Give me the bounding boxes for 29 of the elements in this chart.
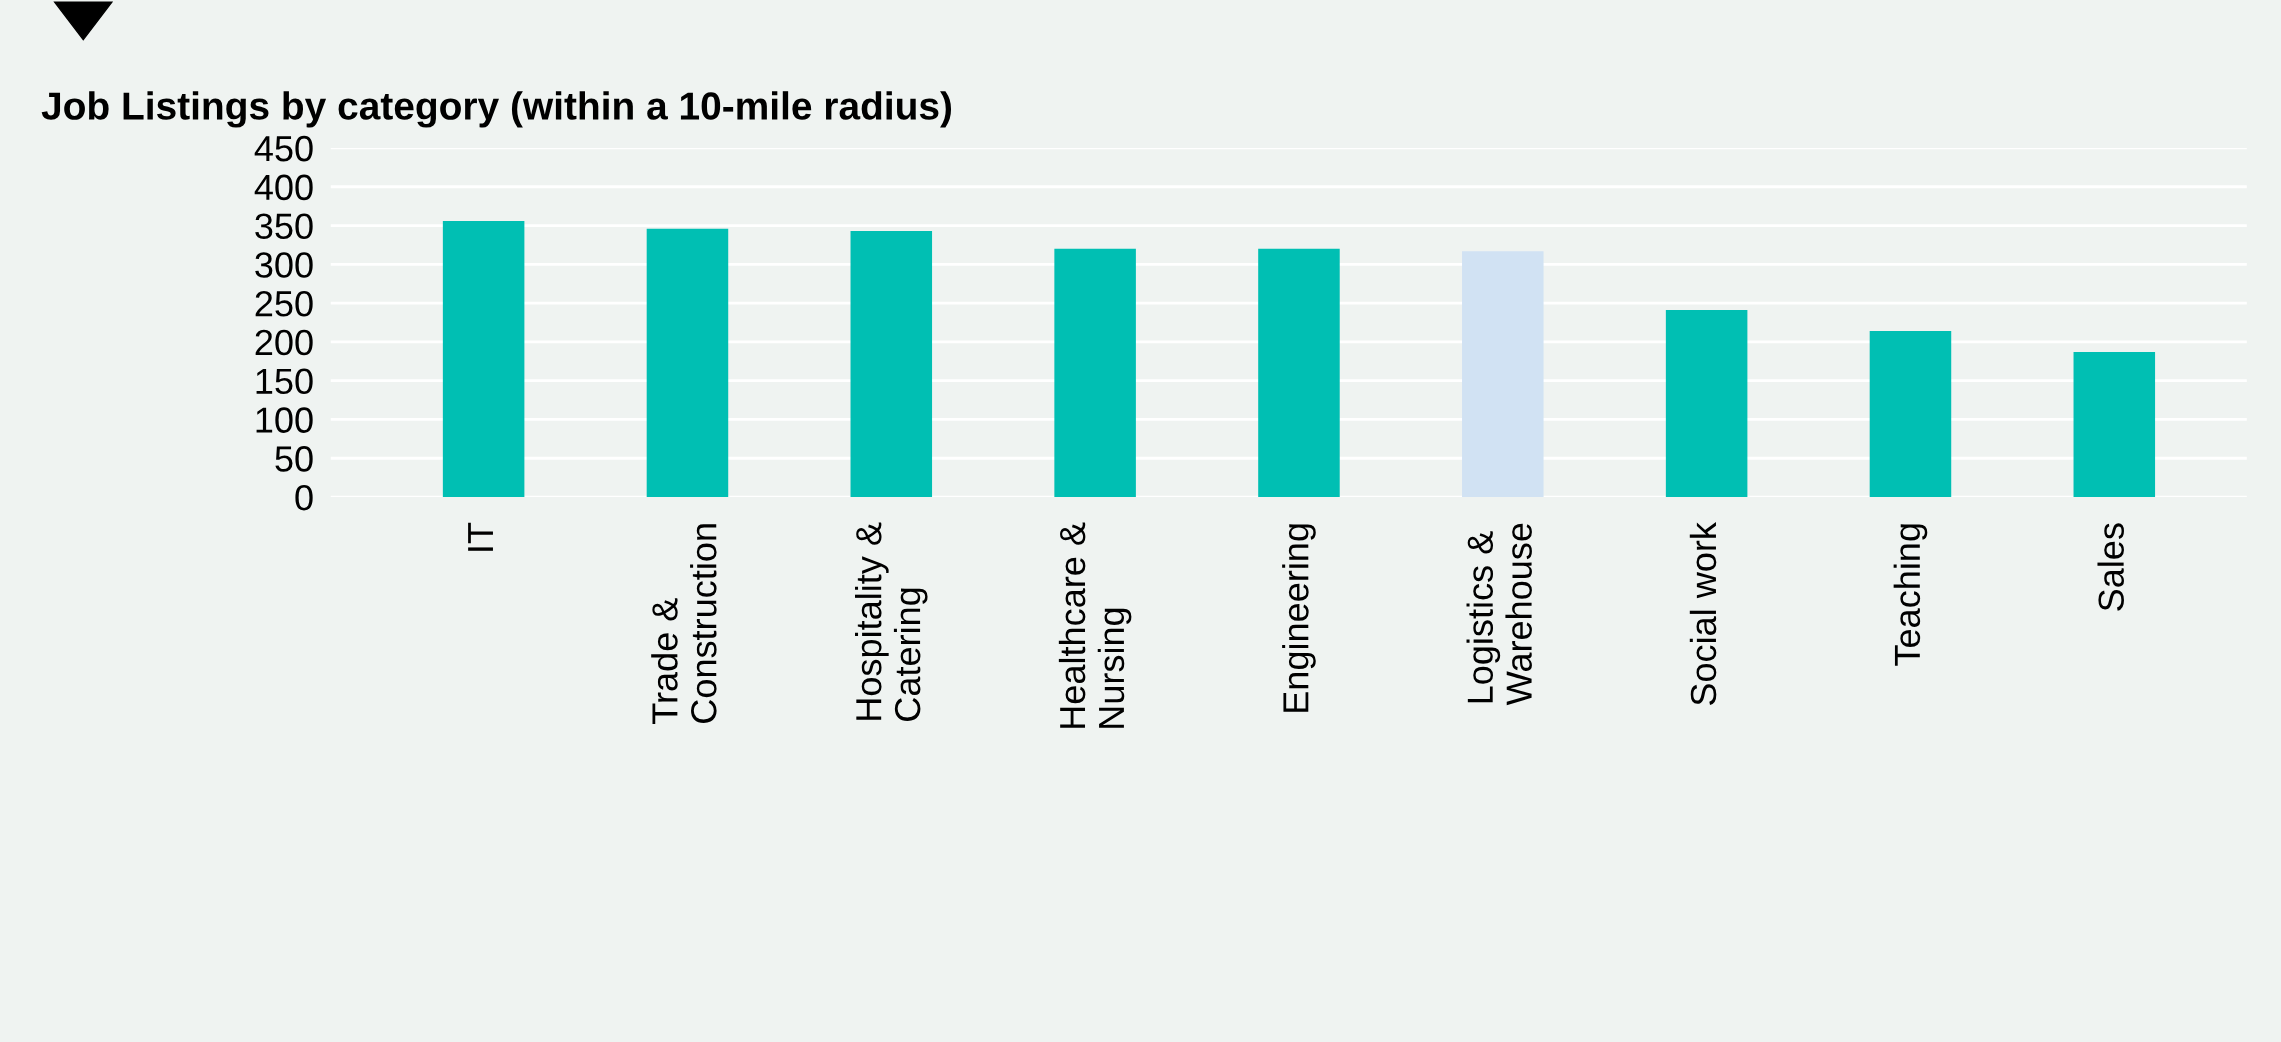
y-tick-label: 100 [256, 407, 313, 433]
bar [850, 230, 933, 498]
x-tick-label: Engineering [1282, 524, 1316, 712]
bar [1054, 248, 1136, 498]
x-tick-label: Teaching [1893, 524, 1928, 666]
bar [646, 228, 729, 498]
x-tick-label: Sales [2097, 523, 2124, 611]
y-tick-label: 250 [255, 290, 313, 317]
x-tick-label: Healthcare & Nursing [1058, 522, 1132, 728]
bar [1462, 251, 1544, 498]
bar [1869, 331, 1952, 498]
x-tick-label: Hospitality & Catering [855, 522, 928, 721]
x-tick-label: Logistics & Warehouse [1466, 523, 1532, 706]
y-tick-label: 400 [254, 174, 313, 201]
bar [2073, 351, 2156, 498]
x-tick-label: Trade & Construction [651, 524, 717, 724]
y-tick-label: 200 [255, 329, 313, 356]
x-tick-label: IT [468, 522, 493, 551]
bar [442, 220, 525, 498]
y-tick-label: 0 [295, 484, 313, 511]
y-tick-label: 450 [254, 135, 313, 162]
x-tick-label: Social work [1689, 521, 1717, 706]
y-tick-label: 350 [255, 213, 313, 239]
bar [1665, 310, 1748, 498]
y-tick-label: 150 [256, 368, 313, 395]
bar [1258, 248, 1340, 498]
y-tick-label: 300 [255, 252, 313, 278]
chart-title: Job Listings by category (within a 10-mile radius) [41, 91, 952, 128]
y-tick-label: 50 [275, 446, 313, 472]
